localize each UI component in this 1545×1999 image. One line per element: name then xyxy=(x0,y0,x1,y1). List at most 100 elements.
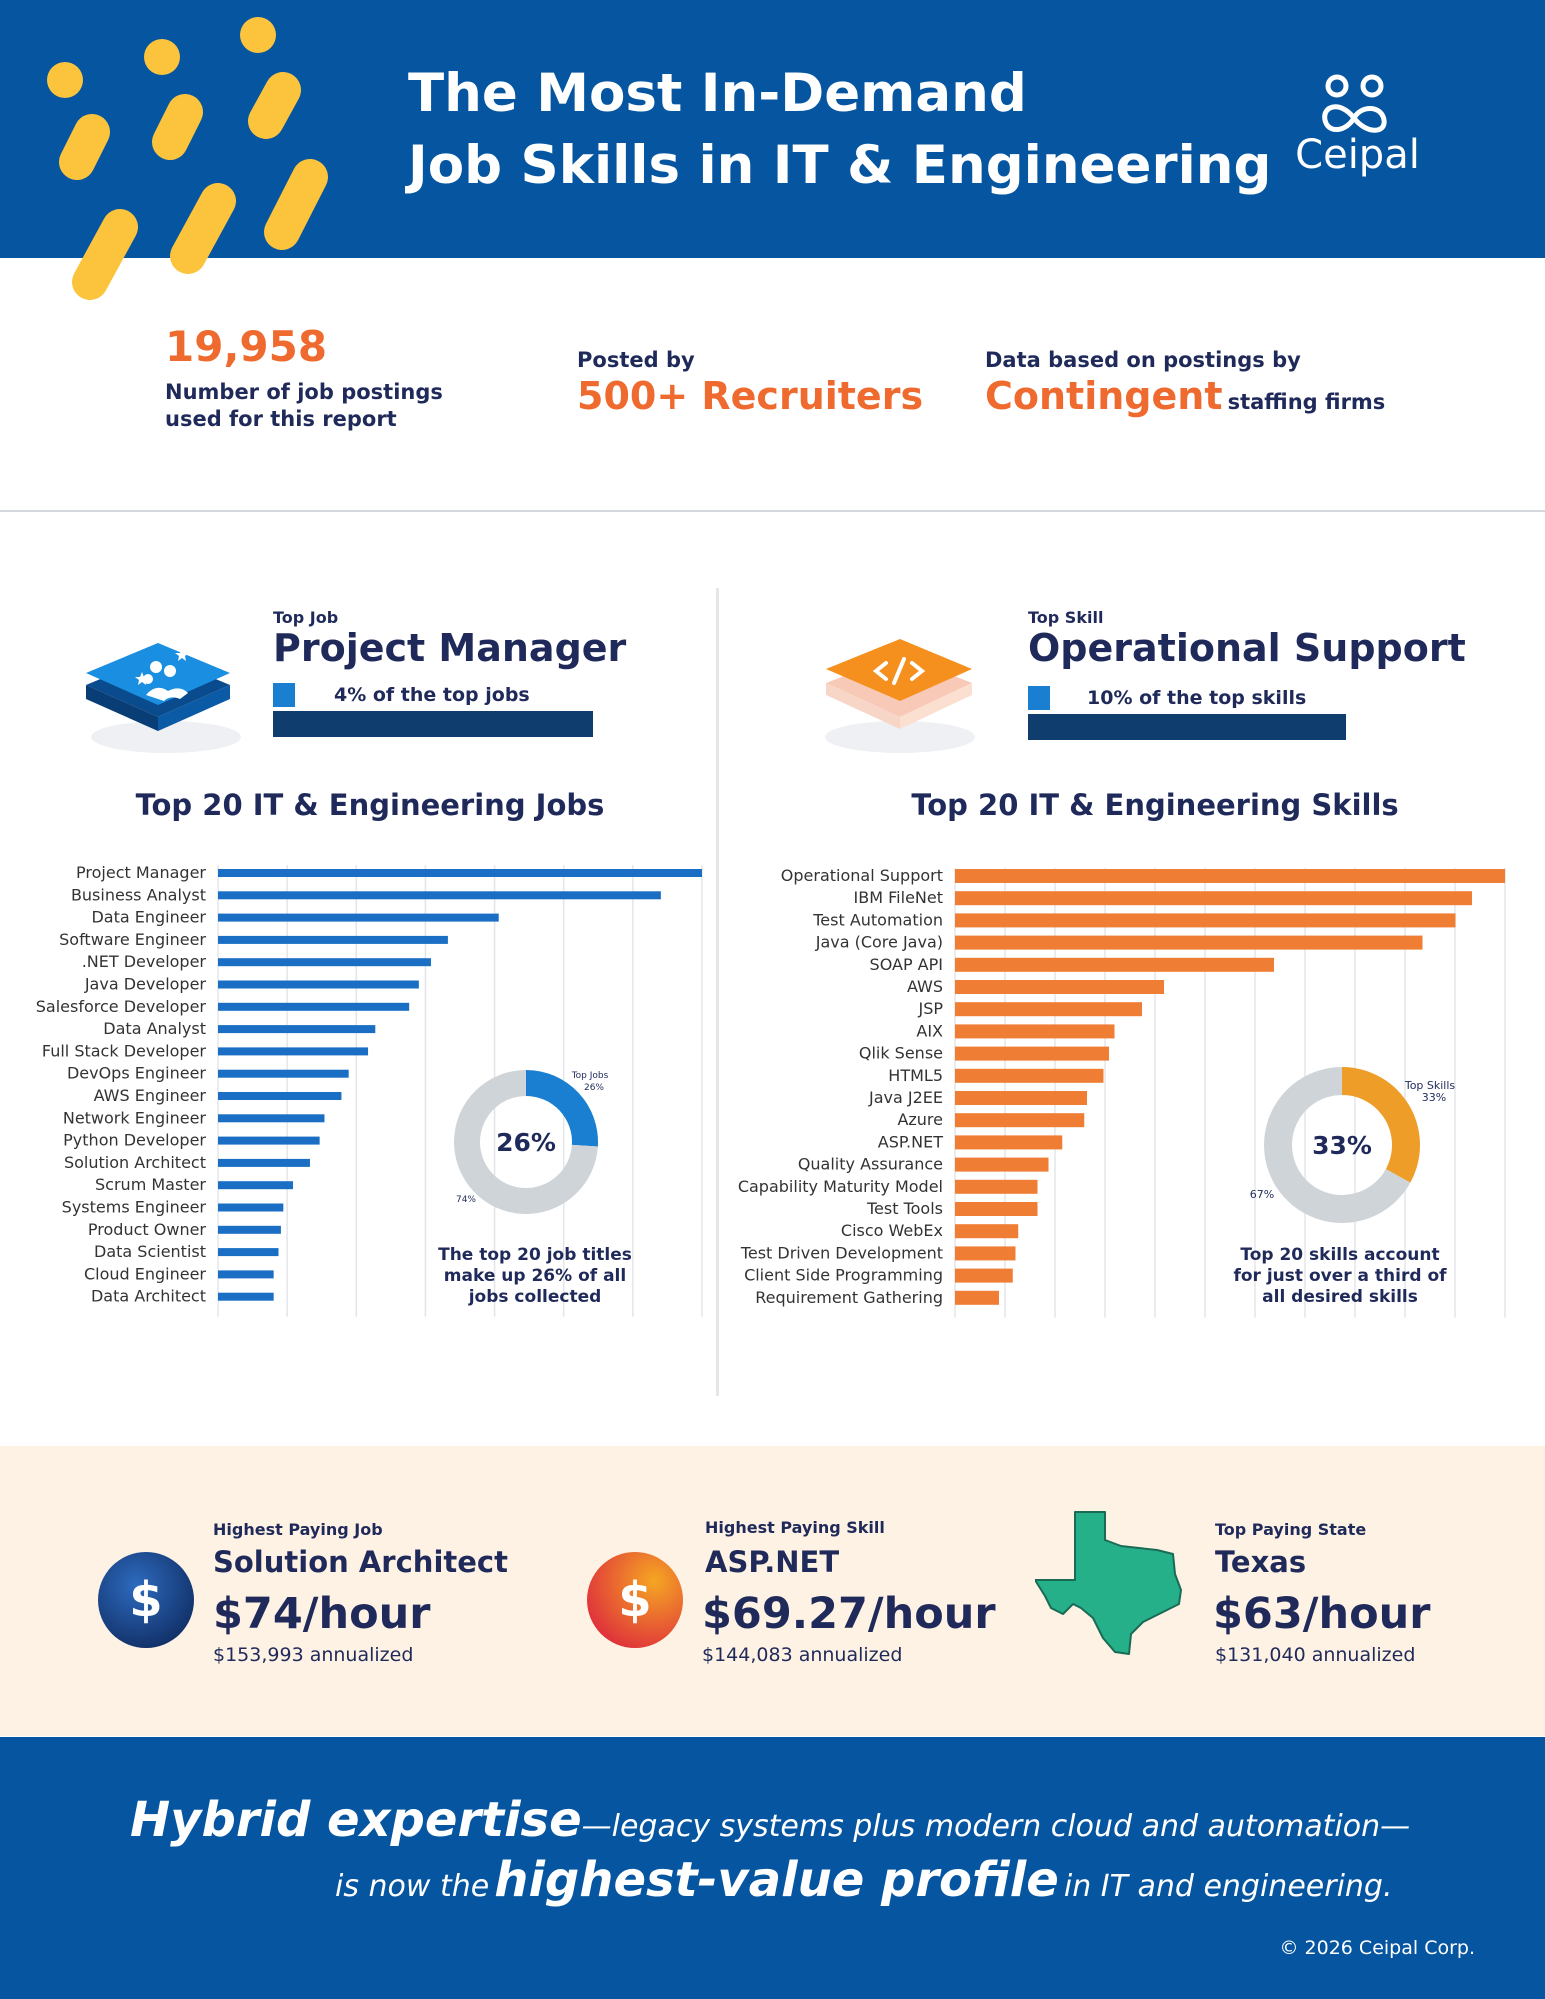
bar-cisco-webex xyxy=(955,1224,1019,1239)
pay-state-rate: $63/hour xyxy=(1213,1589,1431,1639)
pay-skill-name: ASP.NET xyxy=(705,1545,840,1579)
footer-banner: Hybrid expertise—legacy systems plus mod… xyxy=(0,1737,1545,1999)
donut-slice xyxy=(1342,1067,1420,1183)
bar-product-owner xyxy=(218,1225,281,1234)
bar-salesforce-developer xyxy=(218,1002,410,1011)
tick-label: Quality Assurance xyxy=(798,1155,943,1174)
bar-solution-architect xyxy=(218,1158,310,1167)
tick-label: Systems Engineer xyxy=(62,1198,207,1217)
tick-label: Java Developer xyxy=(84,975,207,994)
bar-aws-engineer xyxy=(218,1092,342,1100)
quote-strong-1: Hybrid expertise xyxy=(130,1792,582,1848)
top-skill-pct-swatch xyxy=(1028,686,1050,710)
postings-value: 19,958 xyxy=(165,322,328,371)
code-icon xyxy=(825,639,975,753)
jobs-chart-title: Top 20 IT & Engineering Jobs xyxy=(135,788,605,822)
dollar-glyph: $ xyxy=(129,1572,162,1628)
bar-project-manager xyxy=(218,869,702,877)
tick-label: Solution Architect xyxy=(64,1153,206,1172)
bar-capability-maturity-model xyxy=(955,1179,1038,1194)
bar-aix xyxy=(955,1024,1115,1039)
tick-label: AWS xyxy=(907,977,943,996)
decorative-dots xyxy=(47,17,328,300)
bar-java-j2ee xyxy=(955,1091,1087,1105)
pay-state-kicker: Top Paying State xyxy=(1215,1520,1367,1539)
page-title: The Most In-Demand Job Skills in IT & En… xyxy=(408,58,1271,202)
donut-slice xyxy=(1264,1067,1411,1223)
bar-java-developer xyxy=(218,980,419,989)
tick-label: Cloud Engineer xyxy=(84,1264,206,1283)
quote-strong-2: highest-value profile xyxy=(494,1852,1059,1908)
jobs-bar-chart: Project Manager Business Analyst Data Engi… xyxy=(36,863,703,1317)
bar-ibm-filenet xyxy=(955,891,1472,906)
section-divider xyxy=(0,510,1545,512)
donut-slice xyxy=(454,1070,598,1214)
bar-test-automation xyxy=(955,913,1456,928)
top-job-name: Project Manager xyxy=(273,626,627,670)
bar-business-analyst xyxy=(218,891,661,900)
skills-chart-title: Top 20 IT & Engineering Skills xyxy=(911,788,1399,822)
tick-label: Test Driven Development xyxy=(740,1243,943,1262)
tick-label: Full Stack Developer xyxy=(42,1041,207,1060)
bar-java-core-java- xyxy=(955,935,1423,950)
bar-asp-net xyxy=(955,1135,1063,1150)
tick-label: Test Tools xyxy=(866,1199,943,1218)
bar-full-stack-developer xyxy=(218,1047,369,1056)
tick-label: Network Engineer xyxy=(63,1108,207,1127)
tick-label: Test Automation xyxy=(812,910,943,929)
bar-data-engineer xyxy=(218,913,499,922)
tick-label: Data Analyst xyxy=(103,1019,206,1038)
bar-aws xyxy=(955,980,1164,994)
jobs-caption-line-2: make up 26% of all xyxy=(443,1266,627,1286)
donut-value-label: 33% xyxy=(1422,1091,1446,1104)
top-skill-pct-text: 10% of the top skills xyxy=(1087,687,1307,709)
skills-bar-chart: Operational Support IBM FileNet Test Autom… xyxy=(738,866,1506,1318)
quote-line-2: is now the highest-value profile in IT a… xyxy=(335,1852,1393,1908)
title-line-2: Job Skills in IT & Engineering xyxy=(408,135,1272,196)
pay-skill-rate: $69.27/hour xyxy=(702,1589,996,1639)
tick-label: Qlik Sense xyxy=(859,1044,943,1063)
donut-series-label: Top Skills xyxy=(1404,1079,1456,1092)
bar-jsp xyxy=(955,1002,1142,1017)
bar-soap-api xyxy=(955,957,1274,972)
donut-series-label: Top Jobs xyxy=(571,1071,609,1081)
tick-label: AWS Engineer xyxy=(94,1086,207,1105)
tick-label: Python Developer xyxy=(63,1131,206,1150)
pay-skill-kicker: Highest Paying Skill xyxy=(705,1518,885,1537)
firms-stat: Data based on postings by Contingent sta… xyxy=(985,347,1385,418)
ceipal-logo-icon xyxy=(1322,74,1387,133)
bar-client-side-programming xyxy=(955,1268,1013,1283)
tick-label: Product Owner xyxy=(88,1220,207,1239)
pay-job-name: Solution Architect xyxy=(213,1545,508,1579)
bar-data-scientist xyxy=(218,1248,279,1257)
pay-job-annual: $153,993 annualized xyxy=(213,1644,414,1666)
pay-skill-annual: $144,083 annualized xyxy=(702,1644,903,1666)
tick-label: DevOps Engineer xyxy=(67,1064,206,1083)
pay-section: $ Highest Paying Job Solution Architect … xyxy=(0,1446,1545,1736)
tick-label: ASP.NET xyxy=(878,1132,943,1151)
donut-value-label: 74% xyxy=(456,1195,476,1205)
tick-label: Data Architect xyxy=(91,1287,206,1306)
tick-label: SOAP API xyxy=(870,955,943,974)
bar-python-developer xyxy=(218,1136,320,1145)
tick-label: Project Manager xyxy=(76,863,206,882)
bar-cloud-engineer xyxy=(218,1270,274,1279)
bar--net-developer xyxy=(218,958,431,967)
firm-type: Contingent xyxy=(985,374,1223,418)
bar-test-driven-development xyxy=(955,1246,1016,1261)
people-stars-icon xyxy=(86,643,241,753)
tick-label: AIX xyxy=(916,1021,943,1040)
bar-devops-engineer xyxy=(218,1069,349,1078)
tick-label: HTML5 xyxy=(888,1066,943,1085)
bar-data-analyst xyxy=(218,1025,376,1034)
postings-label-2: used for this report xyxy=(165,407,397,431)
donut-slice xyxy=(526,1070,598,1147)
bar-network-engineer xyxy=(218,1114,325,1123)
bar-quality-assurance xyxy=(955,1157,1049,1172)
bar-systems-engineer xyxy=(218,1203,284,1212)
top-skill-kicker: Top Skill xyxy=(1028,608,1104,627)
tick-label: Java J2EE xyxy=(868,1088,943,1107)
top-job-pct-text: 4% of the top jobs xyxy=(334,684,530,706)
quote-post-2: in IT and engineering. xyxy=(1063,1869,1393,1904)
